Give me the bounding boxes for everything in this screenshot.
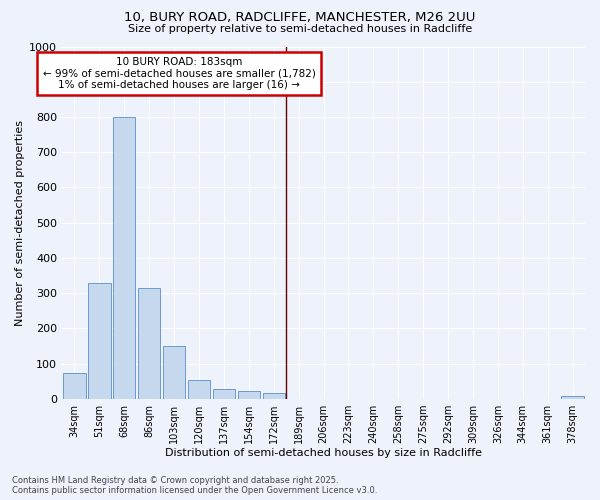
Text: Size of property relative to semi-detached houses in Radcliffe: Size of property relative to semi-detach… [128,24,472,34]
Bar [113,117,136,399]
Y-axis label: Number of semi-detached properties: Number of semi-detached properties [15,120,25,326]
Bar [163,346,185,399]
Text: 10, BURY ROAD, RADCLIFFE, MANCHESTER, M26 2UU: 10, BURY ROAD, RADCLIFFE, MANCHESTER, M2… [124,11,476,24]
Bar [88,282,110,399]
Text: 10 BURY ROAD: 183sqm
← 99% of semi-detached houses are smaller (1,782)
1% of sem: 10 BURY ROAD: 183sqm ← 99% of semi-detac… [43,57,316,90]
Bar [212,389,235,399]
Text: Contains HM Land Registry data © Crown copyright and database right 2025.
Contai: Contains HM Land Registry data © Crown c… [12,476,377,495]
Bar [238,391,260,399]
X-axis label: Distribution of semi-detached houses by size in Radcliffe: Distribution of semi-detached houses by … [165,448,482,458]
Bar [263,393,285,399]
Bar [63,372,86,399]
Bar [562,396,584,399]
Bar [188,380,210,399]
Bar [138,288,160,399]
